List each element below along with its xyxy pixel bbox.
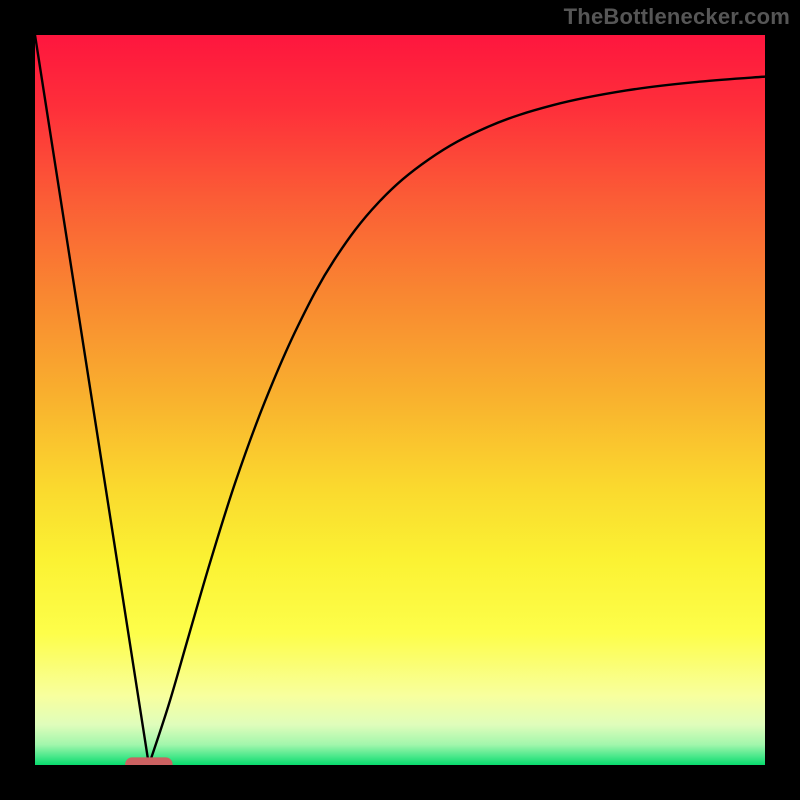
watermark-label: TheBottlenecker.com (564, 4, 790, 30)
chart-container: TheBottlenecker.com (0, 0, 800, 800)
bottleneck-curve-chart (0, 0, 800, 800)
gradient-background (35, 35, 765, 765)
